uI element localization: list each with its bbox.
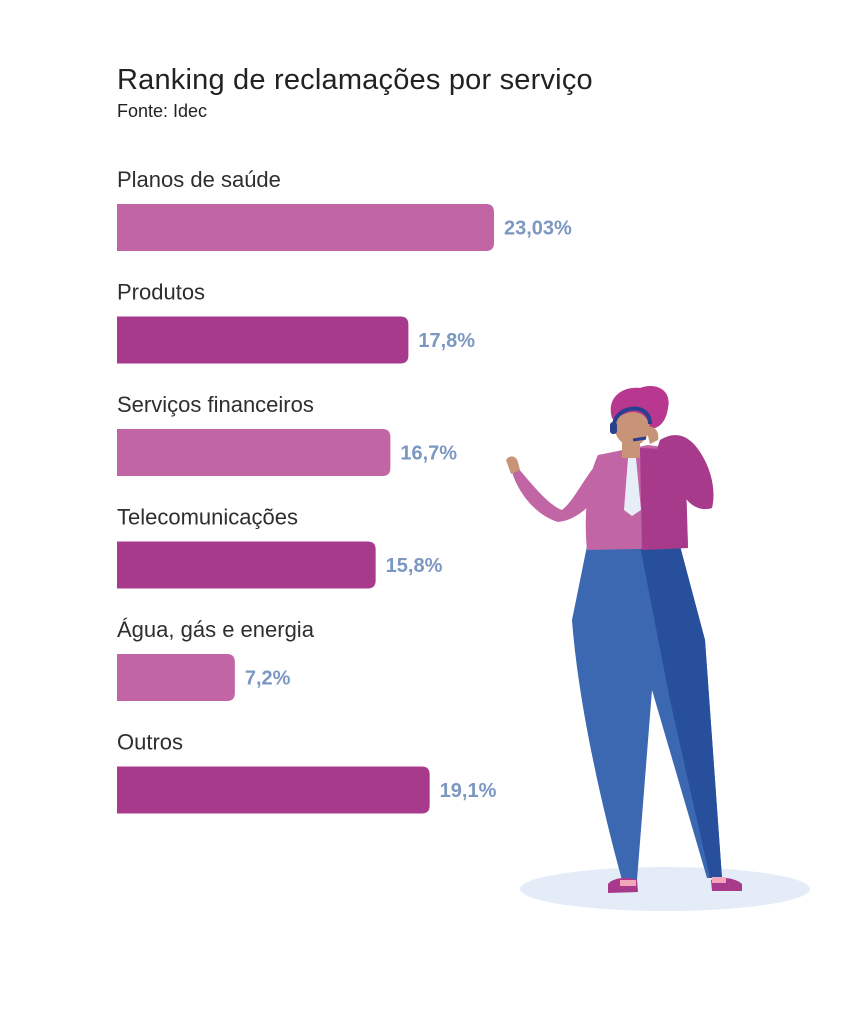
category-label: Outros (117, 730, 183, 755)
tie (624, 458, 641, 516)
category-label: Água, gás e energia (117, 617, 315, 642)
category-label: Planos de saúde (117, 167, 281, 192)
value-label: 15,8% (386, 555, 443, 577)
right-hand (646, 426, 659, 444)
left-hand (506, 456, 520, 474)
headset (612, 406, 652, 429)
chart-title: Ranking de reclamações por serviço (117, 64, 593, 96)
left-arm (512, 458, 610, 522)
bar (117, 204, 494, 251)
category-label: Produtos (117, 280, 205, 305)
right-arm (656, 435, 714, 510)
bar (117, 316, 409, 364)
category-label: Telecomunicações (117, 505, 298, 530)
bar (117, 766, 430, 814)
floor-shadow (520, 867, 810, 911)
value-label: 7,2% (245, 668, 291, 690)
bar (117, 541, 376, 589)
call-center-agent-icon (506, 386, 810, 911)
bar (117, 654, 235, 701)
chart-subtitle: Fonte: Idec (117, 101, 208, 121)
bar (117, 429, 391, 476)
pants-shadow (640, 546, 722, 878)
category-label: Serviços financeiros (117, 392, 314, 417)
value-label: 17,8% (418, 330, 475, 352)
value-label: 23,03% (504, 218, 572, 240)
value-label: 16,7% (400, 443, 457, 465)
value-label: 19,1% (440, 780, 497, 802)
